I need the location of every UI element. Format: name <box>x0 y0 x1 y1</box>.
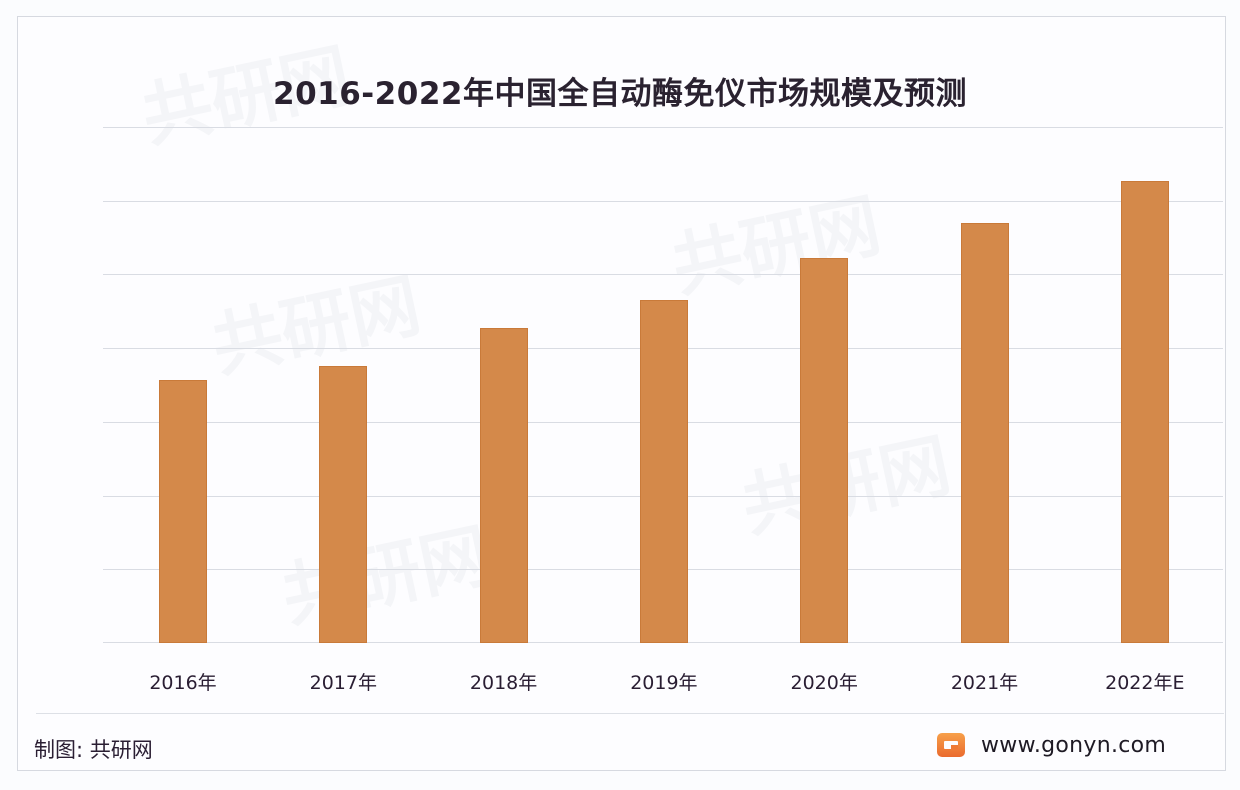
bar <box>319 365 368 643</box>
x-axis-label: 2021年 <box>950 672 1019 694</box>
bar <box>159 379 207 643</box>
plot-area <box>103 127 1223 643</box>
site-url: www.gonyn.com <box>981 732 1167 758</box>
gridline <box>103 127 1223 128</box>
chart-frame <box>17 16 1226 771</box>
bar <box>800 258 849 643</box>
x-axis-label: 2022年E <box>1105 672 1185 694</box>
x-axis-label: 2017年 <box>309 672 377 694</box>
chart-title: 2016-2022年中国全自动酶免仪市场规模及预测 <box>273 76 967 112</box>
bar <box>639 300 688 643</box>
bar <box>479 328 528 643</box>
gridline <box>103 201 1223 202</box>
x-axis-label: 2016年 <box>149 672 217 694</box>
x-axis-label: 2018年 <box>469 672 538 694</box>
x-axis-label: 2020年 <box>790 672 858 694</box>
bar <box>960 222 1009 643</box>
bar <box>1120 180 1169 643</box>
gridline <box>103 274 1223 275</box>
x-axis-label: 2019年 <box>630 672 698 694</box>
site-brand: www.gonyn.com <box>937 728 1166 762</box>
gonyn-logo-icon <box>937 733 965 757</box>
footer-divider <box>36 713 1224 714</box>
source-label: 制图: 共研网 <box>34 738 153 762</box>
